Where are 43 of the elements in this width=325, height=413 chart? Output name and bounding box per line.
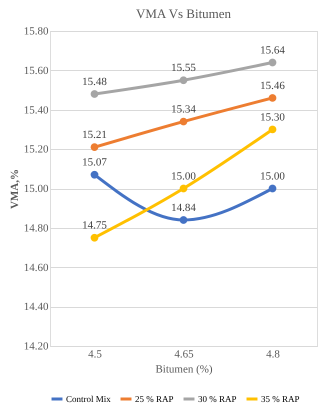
y-tick-label: 15.40: [24, 104, 49, 116]
legend-label: 25 % RAP: [135, 394, 174, 404]
point: [268, 184, 276, 192]
data-label: 15.21: [82, 129, 107, 142]
legend-label: 35 % RAP: [261, 394, 300, 404]
data-label: 15.30: [260, 111, 286, 124]
point: [268, 94, 276, 102]
point: [90, 234, 98, 242]
data-label: 15.07: [82, 156, 108, 169]
legend-label: 30 % RAP: [198, 394, 237, 404]
y-tick-label: 15.00: [24, 183, 49, 195]
x-axis-title: Bitumen (%): [155, 364, 213, 376]
data-label: 15.46: [260, 80, 286, 92]
y-tick-label: 14.80: [24, 222, 49, 234]
y-tick-label: 15.20: [24, 144, 49, 156]
data-label: 14.84: [171, 202, 196, 214]
data-label: 15.00: [171, 170, 196, 182]
point: [90, 143, 98, 152]
point: [90, 170, 98, 179]
data-label: 15.48: [82, 76, 108, 88]
point: [180, 216, 188, 224]
y-tick-label: 15.80: [24, 26, 49, 38]
y-tick-label: 15.60: [24, 64, 49, 77]
point: [180, 76, 188, 84]
x-tick-label: 4.8: [266, 348, 280, 360]
point: [180, 118, 188, 126]
y-tick-label: 14.40: [24, 301, 49, 314]
point: [268, 58, 276, 66]
legend-label: Control Mix: [66, 394, 112, 404]
y-tick-label: 14.60: [24, 262, 49, 274]
data-label: 15.64: [260, 44, 286, 56]
point: [268, 126, 276, 134]
y-tick-label: 14.20: [24, 340, 49, 352]
x-tick-label: 4.5: [88, 348, 102, 360]
y-axis-title: VMA,%: [8, 168, 21, 210]
data-label: 15.55: [171, 62, 196, 74]
data-label: 15.34: [171, 104, 196, 116]
data-label: 15.00: [260, 170, 286, 182]
data-label: 14.75: [82, 220, 108, 232]
chart-title: VMA Vs Bitumen: [136, 6, 232, 21]
point: [90, 90, 98, 98]
point: [180, 184, 188, 192]
x-tick-label: 4.65: [174, 348, 194, 360]
